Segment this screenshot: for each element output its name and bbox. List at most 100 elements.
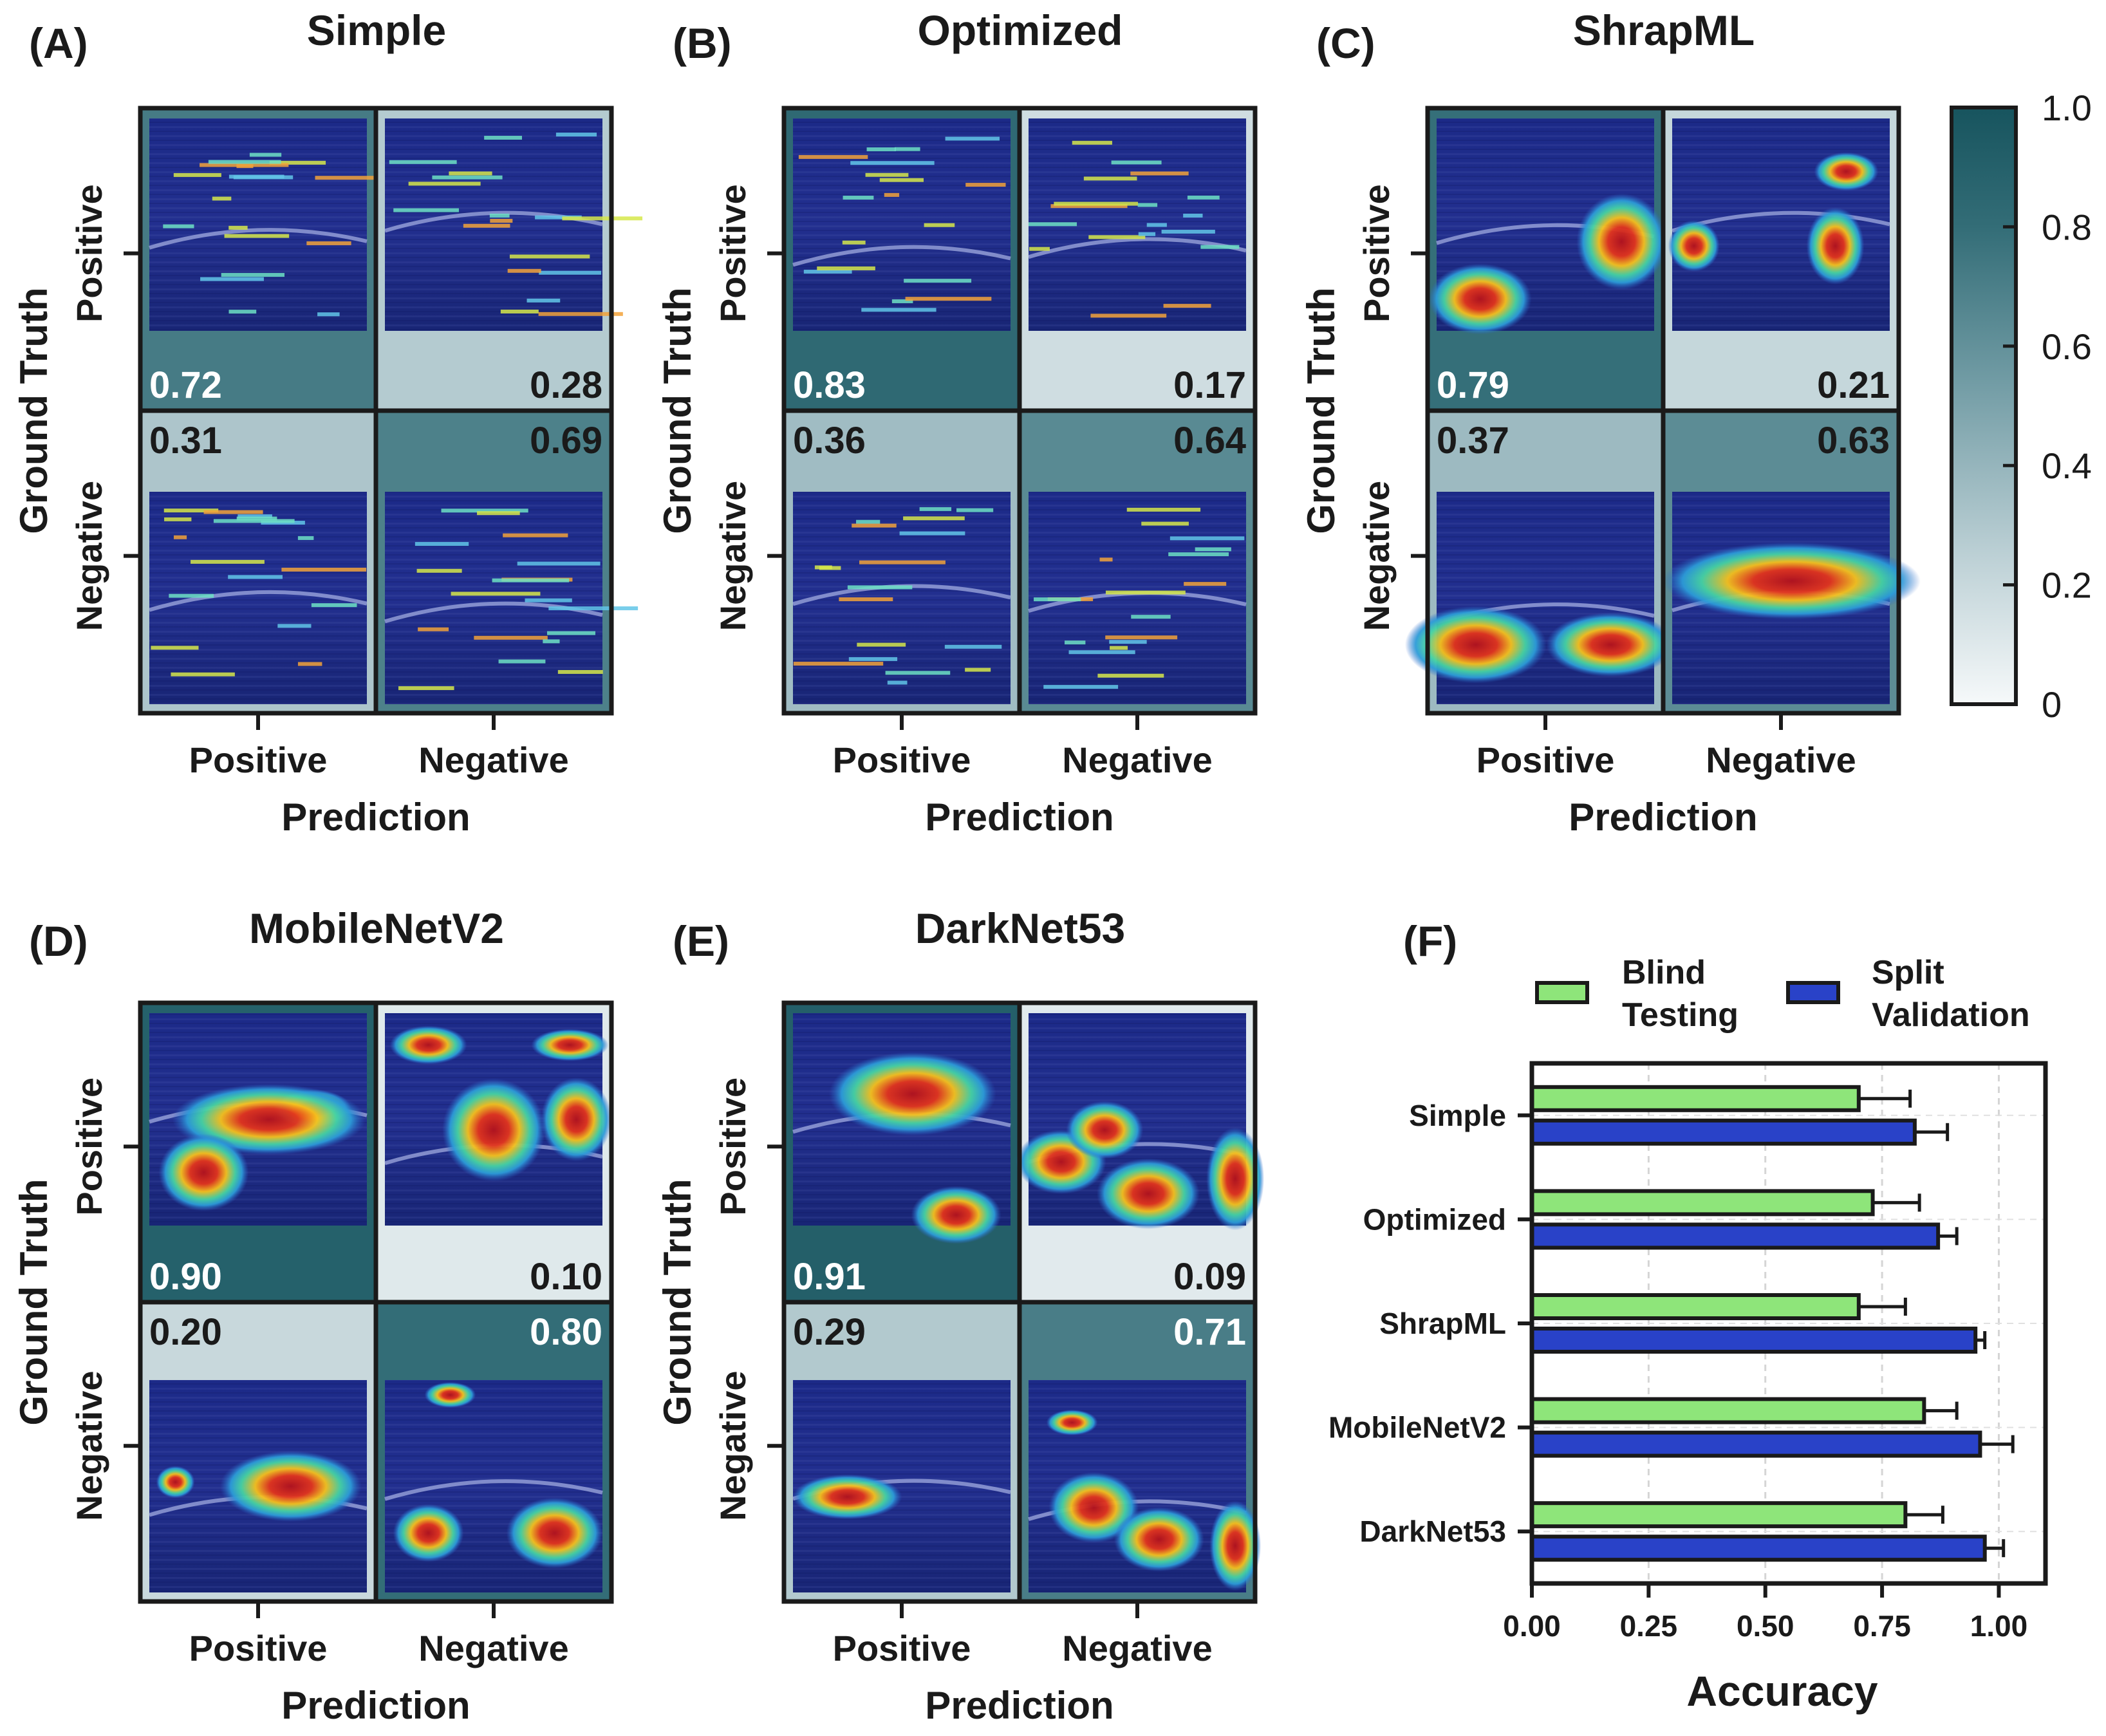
activation-blob [219,1451,362,1522]
activation-streak [297,536,314,540]
activation-streak [793,662,884,666]
activation-streak [408,182,481,186]
activation-blob [506,1497,603,1569]
activation-streak [1130,171,1189,176]
bar [1530,1327,1978,1354]
activation-streak [169,593,214,598]
activation-blob [389,1025,467,1065]
colorbar-tick-label: 0.4 [2042,445,2092,486]
activation-streak [228,575,283,579]
y-tick-label: Negative [69,1370,109,1520]
bar [1530,1085,1861,1112]
activation-blob [1806,207,1865,285]
activation-streak [539,270,602,275]
activation-streak [224,234,290,238]
activation-streak [281,567,367,572]
activation-streak [393,208,459,212]
activation-streak [484,135,522,140]
activation-streak [850,161,935,165]
activation-streak [956,508,994,512]
panel-title: ShrapML [1573,6,1755,54]
x-tick-label: Positive [189,1628,328,1668]
colorbar-tick-label: 0.6 [2042,326,2092,367]
activation-streak [415,542,469,546]
activation-streak [477,511,520,516]
category-label: Simple [1409,1099,1506,1132]
plot-frame [1529,1061,2048,1586]
activation-blob [1096,1158,1200,1229]
cell-value: 0.63 [1817,420,1890,462]
activation-streak [1105,635,1178,640]
activation-streak [1050,204,1128,209]
activation-streak [852,523,897,528]
y-tick-label: Positive [69,1078,109,1216]
activation-blob [1576,193,1667,290]
activation-streak [1034,597,1081,602]
activation-streak [441,509,528,513]
activation-streak [847,585,913,590]
colorbar-tick-label: 0.8 [2042,207,2092,247]
activation-streak [899,531,965,536]
activation-streak [1126,507,1201,512]
activation-streak [535,215,582,219]
activation-streak [839,597,893,602]
activation-streak [1169,536,1245,541]
activation-streak [317,312,340,317]
activation-streak [803,270,852,274]
activation-streak [1029,247,1050,251]
activation-streak [842,240,866,245]
activation-streak [171,672,235,677]
activation-streak [945,136,1000,141]
activation-streak [1099,557,1113,562]
y-axis-label: Ground Truth [12,1179,55,1425]
activation-streak [1110,646,1128,650]
activation-streak [924,223,955,227]
cell-value: 0.90 [149,1256,222,1298]
activation-blob [531,1029,609,1061]
cell-value: 0.71 [1173,1311,1246,1353]
activation-blob [1546,612,1675,677]
activation-streak [449,171,492,176]
x-tick-label: Positive [833,740,971,780]
confusion-matrix-4: (E) DarkNet53 0.91 0.09 0.29 0.71 Positive Nega… [656,904,1265,1727]
x-tick-label: Negative [418,1628,568,1668]
activation-blob [393,1504,464,1562]
confusion-matrix-0: (A) Simple 0.72 0.28 0.31 0.69 Positive Negativ… [12,6,643,839]
activation-streak [208,160,281,164]
x-axis-label: Prediction [925,1684,1114,1727]
activation-blob [792,1474,902,1520]
x-tick-label: Negative [418,740,568,780]
activation-blob [424,1382,476,1408]
activation-streak [416,568,462,573]
cell-value: 0.69 [530,420,602,462]
activation-blob [911,1186,1002,1244]
activation-streak [1043,685,1119,689]
y-tick-label: Positive [1356,184,1397,322]
activation-streak [200,277,264,281]
activation-streak [885,671,951,675]
activation-streak [891,299,913,304]
activation-streak [269,160,326,165]
activation-streak [861,308,937,312]
colorbar-tick-label: 1.0 [2042,88,2092,128]
colorbar-tick-label: 0.2 [2042,565,2092,606]
activation-streak [221,273,285,277]
activation-streak [212,196,232,201]
bar [1530,1430,1982,1458]
activation-blob [1206,1127,1265,1231]
activation-streak [548,606,638,611]
activation-streak [555,133,597,137]
activation-streak [1137,203,1158,207]
bar [1530,1118,1917,1146]
bar [1530,1535,1987,1562]
activation-streak [163,509,219,513]
panel-label: (F) [1403,917,1457,965]
activation-streak [543,639,560,644]
activation-streak [866,147,896,151]
y-tick-label: Negative [713,481,753,631]
activation-streak [798,154,868,159]
activation-blob [1046,1410,1098,1435]
bar [1530,1189,1875,1217]
activation-streak [1146,223,1167,227]
activation-streak [297,662,322,666]
